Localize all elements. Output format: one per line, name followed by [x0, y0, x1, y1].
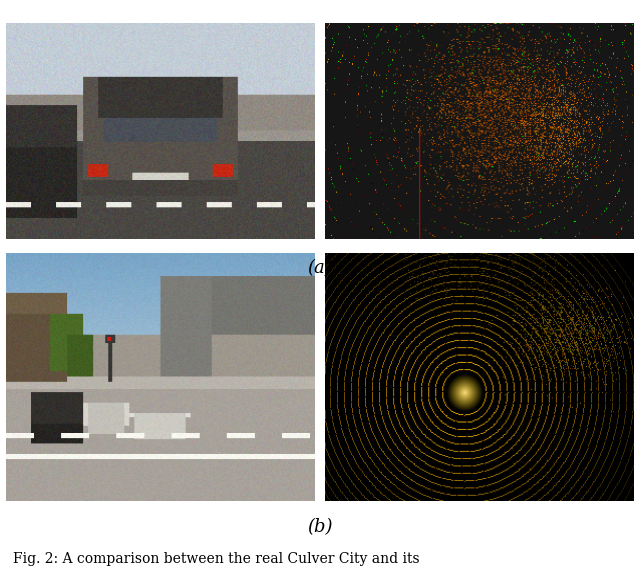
Text: (b): (b): [307, 518, 333, 536]
Text: (a): (a): [308, 259, 332, 277]
Text: Fig. 2: A comparison between the real Culver City and its: Fig. 2: A comparison between the real Cu…: [13, 552, 419, 566]
